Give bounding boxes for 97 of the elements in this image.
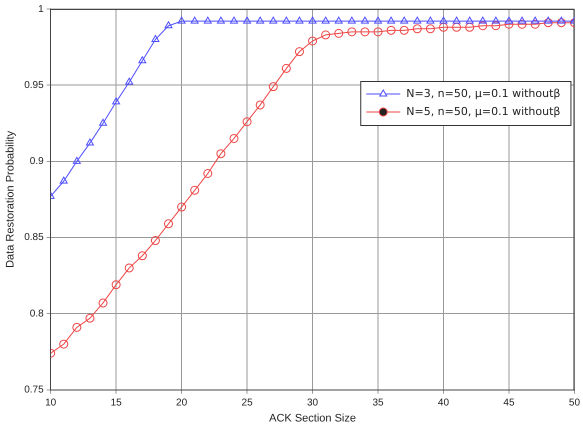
point [452,16,461,24]
point [216,149,226,158]
point [125,78,134,85]
point [308,16,317,24]
y-tick-label: 0.85 [24,232,44,244]
point [203,169,212,178]
point [294,47,304,56]
point [374,16,382,24]
x-tick-label: 35 [372,398,384,409]
point [491,21,500,30]
x-tick-label: 25 [242,398,254,409]
point [59,340,68,349]
point [72,156,81,164]
point [295,16,304,24]
point [531,16,540,24]
point [112,280,121,290]
x-axis-title: ACK Section Size [269,412,356,424]
point [452,22,462,32]
y-tick-label: 0.9 [30,156,44,168]
point [164,21,172,28]
point [60,176,68,184]
point [438,22,448,32]
point [99,118,108,126]
point [347,27,356,36]
point [530,20,540,29]
point [504,20,514,29]
point [151,34,160,42]
point [190,186,200,195]
point [269,16,278,24]
y-tick-label: 1 [38,4,44,15]
point [505,16,513,24]
point [178,16,186,24]
point [386,26,396,35]
point [400,16,408,24]
legend-label: N=5, n=50, μ=0.1 withoutβ [406,104,560,118]
x-tick-label: 20 [176,398,188,409]
point [518,16,526,24]
point [85,314,94,323]
point [164,219,174,228]
x-tick-label: 50 [568,398,580,409]
point [321,30,330,40]
point [230,16,238,24]
point [177,202,186,212]
point [204,16,212,24]
point [426,24,435,34]
y-axis-title: Data Restoration Probability [4,130,17,268]
point [400,26,409,35]
point [72,322,82,332]
x-tick-label: 15 [110,398,122,409]
legend-label: N=3, n=50, μ=0.1 withoutβ [406,86,560,100]
point [229,134,238,143]
x-tick-label: 45 [503,398,515,409]
point [556,18,566,28]
point [334,16,343,24]
point [413,16,422,24]
point [360,27,370,36]
point [492,16,500,24]
point [268,82,278,92]
x-tick-label: 40 [438,398,450,409]
point [322,16,330,24]
y-tick-label: 0.75 [24,384,44,396]
point [242,117,252,126]
point [518,20,527,29]
point [374,27,383,36]
point [138,251,147,260]
point [412,24,422,34]
point [466,16,474,24]
point [478,21,488,30]
point [256,100,265,110]
point [98,298,108,308]
point [360,16,369,24]
x-tick-label: 10 [45,398,57,409]
point [440,16,448,24]
point [256,16,264,24]
point [190,16,199,24]
point [387,16,396,24]
point [243,16,252,24]
point [557,16,566,24]
point [426,16,434,24]
point [86,138,94,146]
point [348,16,356,24]
point [544,18,553,28]
point [334,28,344,38]
point [150,236,160,246]
point [282,16,290,24]
point [282,64,291,73]
point [478,16,487,24]
point [112,97,120,104]
point [544,16,552,24]
y-tick-label: 0.95 [24,80,44,91]
x-tick-label: 30 [306,398,319,409]
y-tick-label: 0.8 [30,308,44,320]
point [216,16,225,24]
point [124,263,134,272]
point [138,56,146,64]
point [465,22,474,32]
point [308,36,318,46]
